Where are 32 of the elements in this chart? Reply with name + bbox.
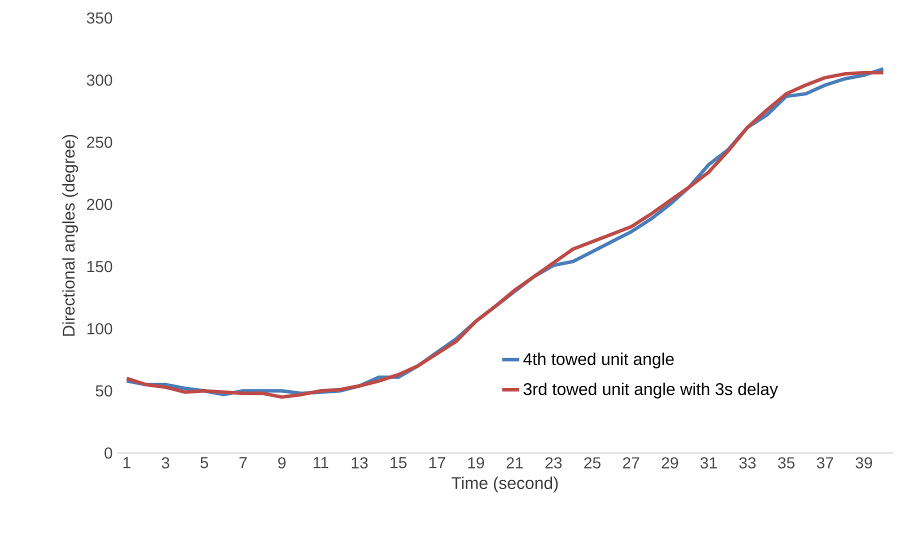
x-tick-label: 9 [278, 457, 286, 468]
x-tick-label: 31 [700, 457, 717, 468]
x-tick-label: 23 [545, 457, 562, 468]
x-tick-label: 13 [352, 457, 368, 468]
x-tick-label: 25 [584, 457, 600, 468]
y-tick-label: 0 [104, 447, 112, 459]
x-tick-label: 1 [123, 457, 130, 468]
y-tick-label: 150 [87, 260, 112, 272]
x-tick-label: 7 [239, 457, 247, 468]
x-tick-label: 5 [200, 457, 208, 468]
x-axis-title: Time (second) [452, 476, 558, 492]
x-tick-label: 39 [856, 457, 872, 468]
y-axis-title: Directional angles (degree) [62, 134, 78, 336]
x-tick-label: 15 [390, 457, 406, 468]
legend-label: 3rd towed unit angle with 3s delay [524, 382, 778, 398]
x-tick-label: 19 [468, 457, 484, 468]
x-tick-label: 35 [778, 457, 794, 468]
y-tick-label: 300 [86, 74, 112, 86]
x-tick-label: 11 [314, 457, 328, 468]
x-tick-label: 17 [429, 457, 446, 468]
x-tick-label: 33 [739, 457, 756, 468]
y-tick-label: 100 [87, 323, 112, 334]
legend-label: 4th towed unit angle [523, 352, 674, 368]
x-tick-label: 29 [662, 457, 678, 468]
x-tick-label: 3 [162, 457, 170, 468]
y-tick-label: 250 [87, 136, 112, 148]
x-tick-label: 27 [623, 457, 640, 468]
y-tick-label: 350 [86, 12, 112, 24]
x-tick-label: 37 [816, 457, 834, 468]
y-tick-label: 200 [87, 198, 112, 210]
y-tick-label: 50 [96, 385, 112, 396]
x-tick-label: 21 [506, 457, 523, 468]
